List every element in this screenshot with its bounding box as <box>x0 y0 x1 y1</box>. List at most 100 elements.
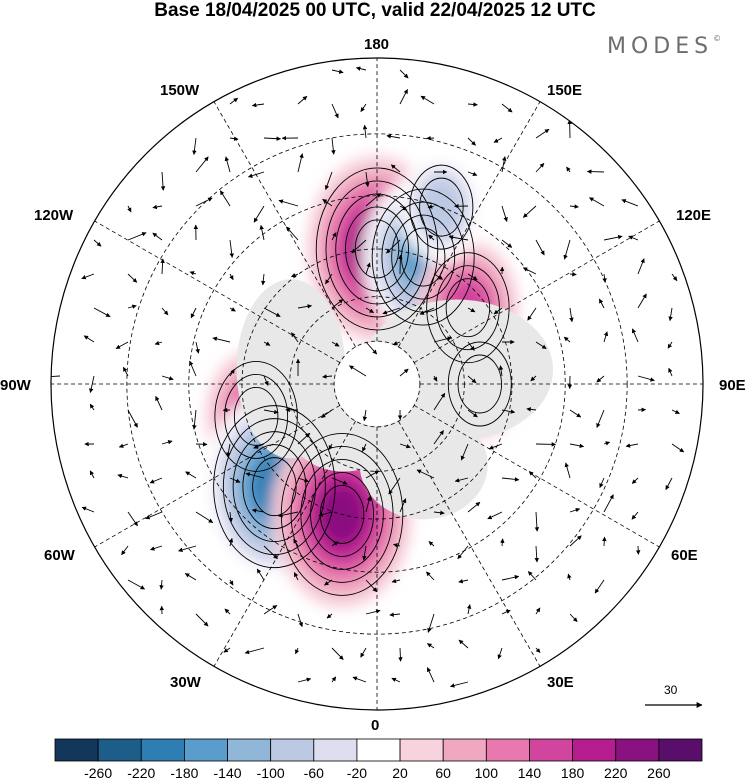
wind-vector <box>331 137 336 155</box>
wind-vector <box>297 677 312 683</box>
wind-vector <box>278 511 299 518</box>
wind-vector <box>83 335 95 343</box>
wind-vector <box>322 198 333 207</box>
wind-vector <box>263 136 282 141</box>
wind-vector <box>467 375 477 384</box>
modes-logo: MODES© <box>607 34 722 59</box>
colorbar-cell <box>97 738 142 762</box>
wind-vector <box>594 579 605 594</box>
wind-vector <box>569 204 579 209</box>
wind-vector <box>291 273 299 278</box>
wind-vector <box>331 69 344 74</box>
wind-vector <box>501 477 520 482</box>
wind-vector <box>390 164 401 173</box>
colorbar-tick-label: 260 <box>647 765 671 781</box>
contour <box>371 188 475 326</box>
wind-vector <box>428 234 435 241</box>
wind-vector <box>569 271 577 277</box>
wind-vector <box>534 511 540 532</box>
wind-vector <box>297 153 304 173</box>
wind-vector <box>501 156 507 173</box>
wind-vector <box>603 331 609 343</box>
colorbar-tick-label: 140 <box>517 765 542 781</box>
wind-vector <box>318 511 333 517</box>
colorbar-cell <box>183 738 228 762</box>
wind-vector <box>360 647 367 658</box>
contour <box>232 431 317 543</box>
wind-vector <box>223 647 231 653</box>
wind-vector <box>467 341 475 351</box>
wind-vector <box>331 477 348 485</box>
wind-vector <box>501 239 513 248</box>
wind-vector <box>398 647 403 662</box>
wind-vector <box>229 579 234 586</box>
wind-vector <box>433 375 438 382</box>
wind-vector <box>420 95 435 105</box>
wind-vector <box>637 293 647 309</box>
colorbar-tick-label: -180 <box>170 765 199 781</box>
wind-vector <box>244 647 265 655</box>
wind-vector <box>192 409 197 430</box>
wind-vector <box>322 374 333 379</box>
wind-vector <box>467 171 478 177</box>
wind-vector <box>297 95 308 105</box>
wind-vector <box>493 307 503 315</box>
wind-vector <box>229 97 239 105</box>
colorbar-cell <box>270 738 315 762</box>
contour <box>426 252 510 364</box>
meridian <box>413 220 660 363</box>
contour <box>419 177 464 237</box>
wind-vector <box>527 571 537 581</box>
wind-vector <box>501 575 520 581</box>
colorbar <box>54 738 703 762</box>
lon-label-0: 0 <box>371 717 380 734</box>
wind-vector <box>81 506 95 513</box>
wind-vector <box>500 538 505 547</box>
wind-vector <box>467 501 481 513</box>
wind-vector <box>589 197 605 207</box>
wind-vector <box>149 477 163 484</box>
colorbar-cell <box>313 738 358 762</box>
meridian <box>413 405 660 548</box>
wind-vector <box>160 258 165 275</box>
wind-vector <box>382 307 401 315</box>
wind-vector <box>386 134 401 139</box>
wind-vector <box>228 537 234 547</box>
wind-vector <box>566 166 571 173</box>
wind-vector <box>631 328 639 343</box>
contour <box>445 278 491 338</box>
contour <box>300 458 384 570</box>
lon-label-120w: 120W <box>34 207 74 224</box>
wind-vector <box>349 365 367 377</box>
wind-vector <box>297 432 311 445</box>
wind-vector <box>362 545 367 561</box>
wind-vector <box>278 199 299 207</box>
wind-vector <box>89 403 95 411</box>
wind-vector <box>667 341 673 349</box>
wind-vector <box>229 239 234 258</box>
wind-vector <box>399 205 408 211</box>
wind-vector <box>467 307 476 313</box>
wind-vector <box>389 612 401 617</box>
colorbar-tick-label: -20 <box>346 765 368 781</box>
wind-vector <box>152 204 163 210</box>
wind-vector <box>569 507 581 513</box>
wind-vector <box>599 477 605 488</box>
wind-vector <box>331 299 344 309</box>
wind-vector <box>224 608 231 615</box>
wind-vector <box>450 681 469 688</box>
colorbar-cell <box>615 738 660 762</box>
wind-vector <box>535 647 541 653</box>
meridian <box>94 405 341 548</box>
wind-vector <box>115 341 129 350</box>
wind-vector <box>637 375 655 382</box>
colorbar-tick-label: -60 <box>303 765 324 781</box>
wind-vector <box>365 609 381 615</box>
wind-vector <box>226 443 231 458</box>
wind-vector <box>534 545 540 563</box>
wind-vector <box>535 239 545 256</box>
colorbar-tick-label: 180 <box>560 765 585 781</box>
wind-vector <box>567 573 572 581</box>
wind-vector <box>325 273 333 285</box>
wind-vector <box>428 541 435 547</box>
